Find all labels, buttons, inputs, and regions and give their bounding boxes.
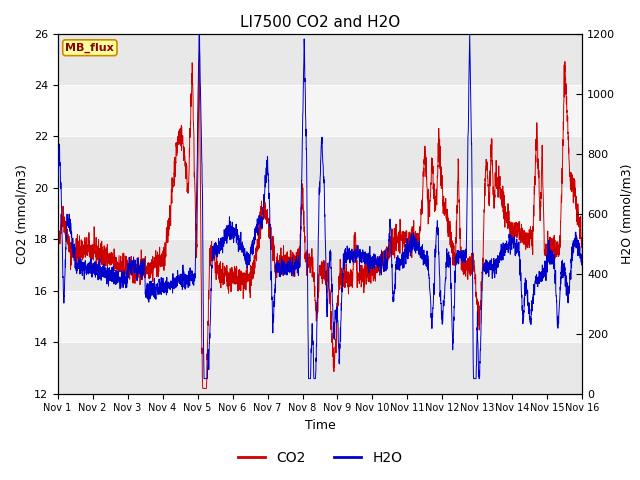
Title: LI7500 CO2 and H2O: LI7500 CO2 and H2O [240, 15, 400, 30]
Bar [58, 240, 582, 291]
Y-axis label: CO2 (mmol/m3): CO2 (mmol/m3) [15, 164, 28, 264]
Y-axis label: H2O (mmol/m3): H2O (mmol/m3) [621, 163, 634, 264]
Bar [58, 34, 582, 85]
Bar [58, 342, 582, 394]
Bar [58, 188, 582, 240]
Bar [58, 291, 582, 342]
X-axis label: Time: Time [305, 419, 335, 432]
Text: MB_flux: MB_flux [65, 43, 114, 53]
Bar [58, 85, 582, 136]
Bar [58, 136, 582, 188]
Legend: CO2, H2O: CO2, H2O [232, 445, 408, 471]
